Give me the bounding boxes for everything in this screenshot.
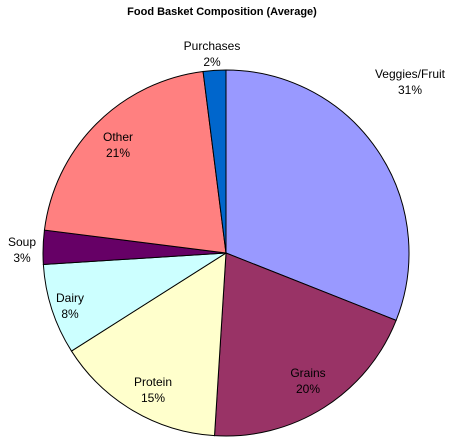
- pie-slice: [213, 252, 397, 437]
- slice-label: Veggies/Fruit: [375, 67, 446, 81]
- pie-slice: [43, 70, 227, 254]
- slice-label: Protein: [134, 375, 172, 389]
- slice-label: Grains: [290, 366, 325, 380]
- slice-label: Dairy: [56, 291, 84, 305]
- chart-title: Food Basket Composition (Average): [127, 6, 317, 18]
- slice-value-label: 20%: [296, 382, 320, 396]
- pie-slice: [42, 252, 227, 352]
- slice-label: Purchases: [184, 39, 241, 53]
- slice-value-label: 8%: [61, 307, 79, 321]
- pie-slice: [202, 69, 227, 254]
- pie-slice: [70, 252, 227, 437]
- pie-slice: [225, 69, 410, 322]
- slice-value-label: 2%: [203, 55, 221, 69]
- slice-value-label: 3%: [13, 251, 31, 265]
- slice-value-label: 21%: [106, 146, 130, 160]
- labels: Veggies/Fruit 31% Grains 20% Protein 15% Dairy…: [8, 39, 446, 405]
- slice-value-label: 31%: [398, 83, 422, 97]
- pie: [42, 69, 410, 437]
- slice-label: Other: [103, 130, 133, 144]
- slice-value-label: 15%: [141, 391, 165, 405]
- slice-label: Soup: [8, 235, 36, 249]
